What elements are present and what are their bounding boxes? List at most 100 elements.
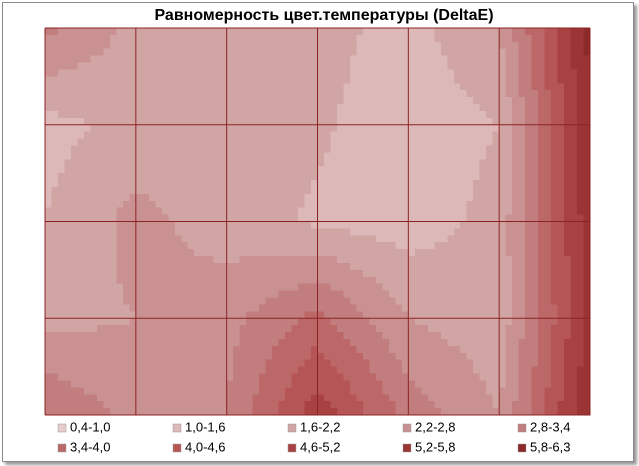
contour-piece	[226, 200, 234, 209]
contour-piece	[51, 283, 59, 292]
contour-piece	[375, 332, 383, 340]
contour-piece	[272, 180, 280, 188]
contour-piece	[135, 345, 143, 354]
contour-piece	[343, 145, 351, 153]
contour-piece	[564, 117, 572, 126]
contour-piece	[135, 373, 143, 382]
contour-piece	[330, 145, 338, 153]
contour-piece	[207, 221, 215, 230]
contour-piece	[460, 373, 468, 382]
contour-piece	[544, 401, 552, 409]
contour-piece	[440, 159, 448, 167]
contour-piece	[64, 394, 72, 402]
contour-piece	[57, 97, 66, 105]
contour-piece	[168, 380, 176, 388]
contour-piece	[401, 83, 409, 91]
contour-piece	[434, 145, 442, 153]
contour-piece	[200, 352, 208, 361]
contour-piece	[551, 262, 559, 271]
contour-piece	[142, 76, 150, 84]
contour-piece	[369, 269, 377, 278]
contour-piece	[473, 311, 481, 319]
contour-piece	[408, 373, 416, 382]
contour-piece	[285, 325, 293, 333]
contour-piece	[577, 345, 585, 354]
contour-piece	[272, 373, 280, 382]
contour-piece	[518, 338, 526, 347]
contour-piece	[64, 34, 72, 43]
contour-piece	[200, 83, 208, 91]
contour-piece	[538, 48, 546, 57]
contour-piece	[83, 283, 92, 292]
contour-piece	[226, 345, 234, 354]
contour-piece	[434, 131, 442, 140]
contour-piece	[304, 48, 312, 57]
contour-piece	[440, 228, 448, 236]
contour-piece	[492, 97, 500, 105]
contour-piece	[440, 110, 448, 119]
contour-piece	[408, 117, 416, 126]
contour-piece	[304, 104, 312, 112]
contour-piece	[499, 124, 507, 133]
contour-piece	[220, 76, 228, 84]
contour-piece	[564, 97, 572, 105]
contour-piece	[518, 318, 526, 326]
contour-piece	[440, 401, 448, 409]
contour-piece	[168, 55, 176, 64]
contour-piece	[155, 276, 163, 285]
contour-piece	[323, 214, 332, 223]
contour-piece	[570, 159, 578, 167]
contour-piece	[213, 104, 221, 112]
contour-piece	[213, 408, 221, 416]
contour-piece	[343, 352, 351, 361]
contour-piece	[239, 166, 247, 174]
contour-piece	[142, 110, 150, 119]
contour-piece	[414, 242, 422, 250]
contour-piece	[83, 318, 92, 326]
contour-piece	[246, 387, 254, 395]
contour-piece	[116, 117, 124, 126]
contour-piece	[116, 28, 124, 36]
contour-piece	[109, 387, 117, 395]
contour-piece	[90, 200, 98, 209]
contour-piece	[330, 401, 338, 409]
contour-piece	[447, 34, 455, 43]
contour-piece	[466, 186, 474, 195]
contour-piece	[226, 97, 234, 105]
contour-piece	[207, 152, 215, 160]
contour-piece	[148, 297, 156, 306]
contour-piece	[382, 283, 390, 292]
contour-piece	[168, 207, 176, 216]
contour-piece	[551, 256, 559, 264]
contour-piece	[278, 214, 286, 223]
contour-piece	[168, 332, 176, 340]
contour-piece	[77, 311, 85, 319]
contour-piece	[447, 332, 455, 340]
contour-piece	[577, 318, 585, 326]
contour-piece	[570, 387, 578, 395]
contour-piece	[401, 97, 409, 105]
contour-piece	[518, 359, 526, 368]
contour-piece	[142, 28, 150, 36]
contour-piece	[226, 297, 234, 306]
contour-piece	[70, 269, 79, 278]
contour-piece	[161, 318, 169, 326]
contour-piece	[466, 242, 474, 250]
contour-piece	[311, 318, 319, 326]
contour-piece	[466, 28, 474, 36]
contour-piece	[408, 138, 416, 147]
contour-piece	[83, 159, 92, 167]
contour-piece	[362, 124, 371, 133]
contour-piece	[135, 200, 143, 209]
contour-piece	[181, 283, 189, 292]
contour-piece	[103, 408, 111, 416]
contour-piece	[220, 193, 228, 202]
contour-piece	[200, 325, 208, 333]
contour-piece	[304, 345, 312, 354]
contour-piece	[564, 124, 572, 133]
contour-piece	[57, 200, 66, 209]
contour-piece	[375, 34, 383, 43]
contour-piece	[518, 214, 526, 223]
contour-piece	[200, 117, 208, 126]
contour-piece	[434, 214, 442, 223]
